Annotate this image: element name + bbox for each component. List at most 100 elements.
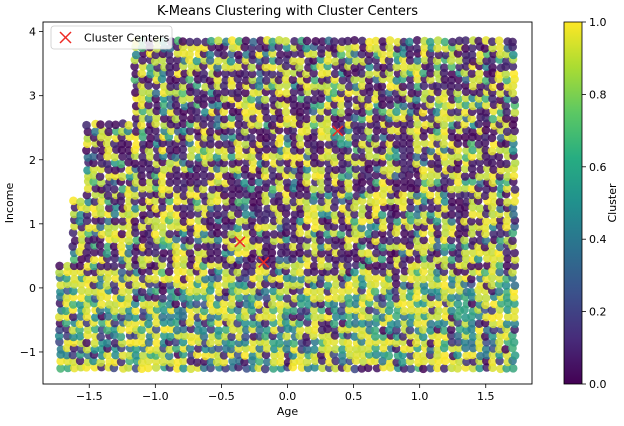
scatter-point [510,95,519,104]
scatter-point [124,248,133,258]
scatter-point [235,81,245,91]
scatter-point [371,114,381,123]
scatter-point [172,325,182,335]
scatter-point [455,62,465,72]
scatter-point [215,287,224,297]
scatter-point [82,120,91,130]
scatter-point [221,331,230,341]
scatter-point [131,113,141,123]
scatter-point [165,229,175,239]
scatter-point [419,274,428,284]
scatter-point [351,319,360,328]
scatter-point [261,55,270,65]
scatter-point [379,63,388,72]
scatter-point [468,202,477,212]
scatter-point [103,191,113,200]
scatter-point [420,138,429,148]
scatter-point [228,293,237,302]
scatter-point [488,43,497,53]
scatter-point [75,319,85,329]
scatter-point [270,344,279,354]
scatter-point [481,125,491,135]
scatter-point [386,133,395,142]
scatter-point [276,287,285,296]
scatter-point [186,203,196,212]
scatter-point [418,203,428,212]
scatter-point [158,138,167,148]
scatter-point [249,197,258,207]
scatter-point [399,273,409,283]
scatter-point [447,190,456,200]
legend-entry-cluster-centers: Cluster Centers [84,32,170,45]
scatter-point [434,299,443,308]
scatter-point [221,216,230,225]
colorbar-tick-label: 0.0 [589,378,607,391]
scatter-point [157,177,167,187]
scatter-point [358,325,367,335]
scatter-point [283,49,293,59]
scatter-point [131,351,141,360]
scatter-point [434,306,443,316]
scatter-point [283,158,293,167]
scatter-point [350,113,360,122]
scatter-point [426,253,435,263]
scatter-point [467,229,477,238]
scatter-point [315,230,325,239]
scatter-point [427,204,436,213]
scatter-point [240,281,249,290]
scatter-point [227,152,237,161]
scatter-point [413,178,423,187]
scatter-point [55,298,65,308]
scatter-point [447,217,457,226]
scatter-point [275,100,284,109]
scatter-point [419,81,429,91]
scatter-point [467,184,477,194]
scatter-point [110,338,120,348]
scatter-point [137,171,146,180]
scatter-point [199,170,208,180]
scatter-point [234,145,244,155]
scatter-point [330,210,340,220]
scatter-point [208,185,217,194]
scatter-points [54,36,520,374]
scatter-point [256,36,266,45]
scatter-point [371,133,380,143]
scatter-point [123,139,133,149]
scatter-point [110,209,120,219]
scatter-point [166,126,176,136]
scatter-point [448,37,457,47]
scatter-point [453,364,462,373]
scatter-point [63,363,73,373]
scatter-point [372,222,381,231]
scatter-point [158,196,167,205]
scatter-point [324,49,334,59]
scatter-point [433,345,443,354]
scatter-point [241,108,250,117]
scatter-point [82,318,92,328]
scatter-point [157,222,167,232]
scatter-point [316,255,326,264]
scatter-point [90,247,99,257]
scatter-point [460,164,470,173]
scatter-point [295,228,305,238]
scatter-point [160,324,169,334]
scatter-point [214,318,223,328]
scatter-point [371,230,380,239]
scatter-point [75,356,85,366]
scatter-point [186,152,196,161]
scatter-point [418,325,428,334]
scatter-point [302,345,312,354]
scatter-point [206,254,216,264]
scatter-point [207,95,217,104]
scatter-point [483,254,492,263]
scatter-point [330,139,340,148]
scatter-point [274,266,284,276]
scatter-point [219,357,229,367]
scatter-point [233,178,243,188]
scatter-point [296,56,305,66]
scatter-point [331,280,341,289]
scatter-point [462,146,471,155]
scatter-point [146,236,156,245]
scatter-point [144,146,154,156]
scatter-point [110,357,120,367]
